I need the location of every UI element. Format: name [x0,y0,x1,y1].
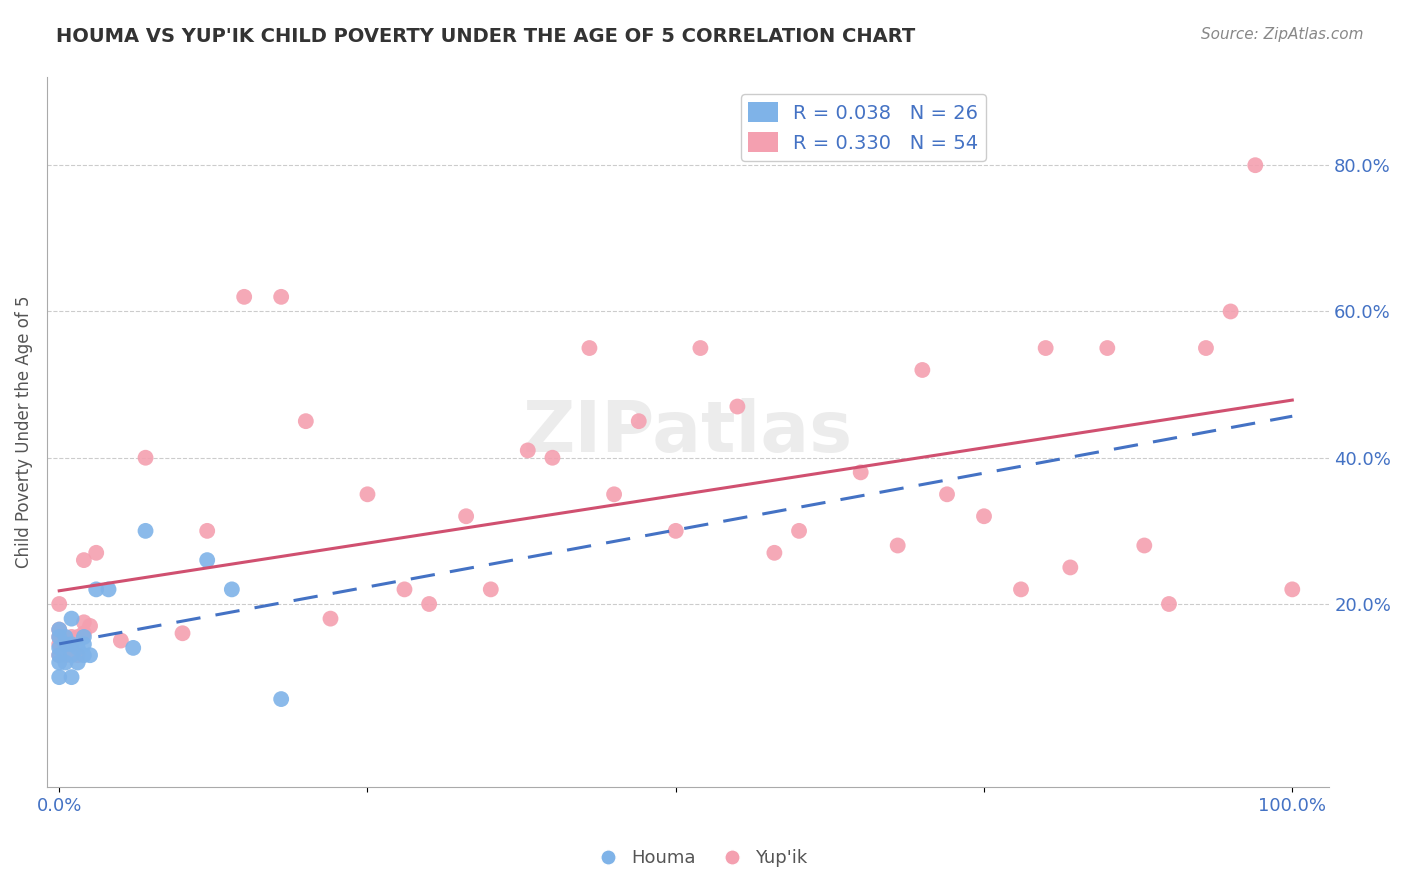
Point [73,637,96,651]
Y-axis label: Child Poverty Under the Age of 5: Child Poverty Under the Age of 5 [15,296,32,568]
Point [79,648,101,663]
Point [295,414,318,428]
Point [787,524,810,538]
Point [60,612,83,626]
Point [1219,304,1241,318]
Point [73,630,96,644]
Point [516,443,538,458]
Point [84,546,107,560]
Point [97,582,120,597]
Text: HOUMA VS YUP'IK CHILD POVERTY UNDER THE AGE OF 5 CORRELATION CHART: HOUMA VS YUP'IK CHILD POVERTY UNDER THE … [56,27,915,45]
Point [55,648,77,663]
Text: Source: ZipAtlas.com: Source: ZipAtlas.com [1201,27,1364,42]
Point [849,466,872,480]
Point [48,648,70,663]
Point [1133,539,1156,553]
Point [627,414,650,428]
Point [48,640,70,655]
Point [60,637,83,651]
Point [1097,341,1119,355]
Point [48,630,70,644]
Point [763,546,786,560]
Point [172,626,194,640]
Point [55,633,77,648]
Point [319,612,342,626]
Point [1195,341,1218,355]
Point [48,648,70,663]
Point [66,640,89,655]
Text: ZIPatlas: ZIPatlas [523,398,853,467]
Point [936,487,959,501]
Point [725,400,748,414]
Point [1157,597,1180,611]
Point [135,524,157,538]
Point [1010,582,1032,597]
Point [456,509,478,524]
Point [60,630,83,644]
Point [233,290,256,304]
Point [60,648,83,663]
Point [356,487,378,501]
Point [665,524,688,538]
Point [221,582,243,597]
Point [73,648,96,663]
Point [603,487,626,501]
Point [55,637,77,651]
Point [66,656,89,670]
Point [135,450,157,465]
Point [270,692,292,706]
Point [48,623,70,637]
Point [886,539,908,553]
Point [79,619,101,633]
Point [73,626,96,640]
Point [195,524,218,538]
Point [394,582,416,597]
Legend: Houma, Yup'ik: Houma, Yup'ik [592,842,814,874]
Point [110,633,132,648]
Point [418,597,440,611]
Point [1281,582,1303,597]
Point [84,582,107,597]
Point [689,341,711,355]
Point [270,290,292,304]
Point [48,656,70,670]
Point [973,509,995,524]
Legend: R = 0.038   N = 26, R = 0.330   N = 54: R = 0.038 N = 26, R = 0.330 N = 54 [741,95,986,161]
Point [1035,341,1057,355]
Point [541,450,564,465]
Point [48,637,70,651]
Point [122,640,145,655]
Point [911,363,934,377]
Point [66,630,89,644]
Point [1059,560,1081,574]
Point [60,670,83,684]
Point [48,630,70,644]
Point [578,341,600,355]
Point [55,656,77,670]
Point [66,648,89,663]
Point [73,553,96,567]
Point [60,640,83,655]
Point [48,670,70,684]
Point [48,597,70,611]
Point [1244,158,1267,172]
Point [55,630,77,644]
Point [48,623,70,637]
Point [73,615,96,630]
Point [195,553,218,567]
Point [479,582,502,597]
